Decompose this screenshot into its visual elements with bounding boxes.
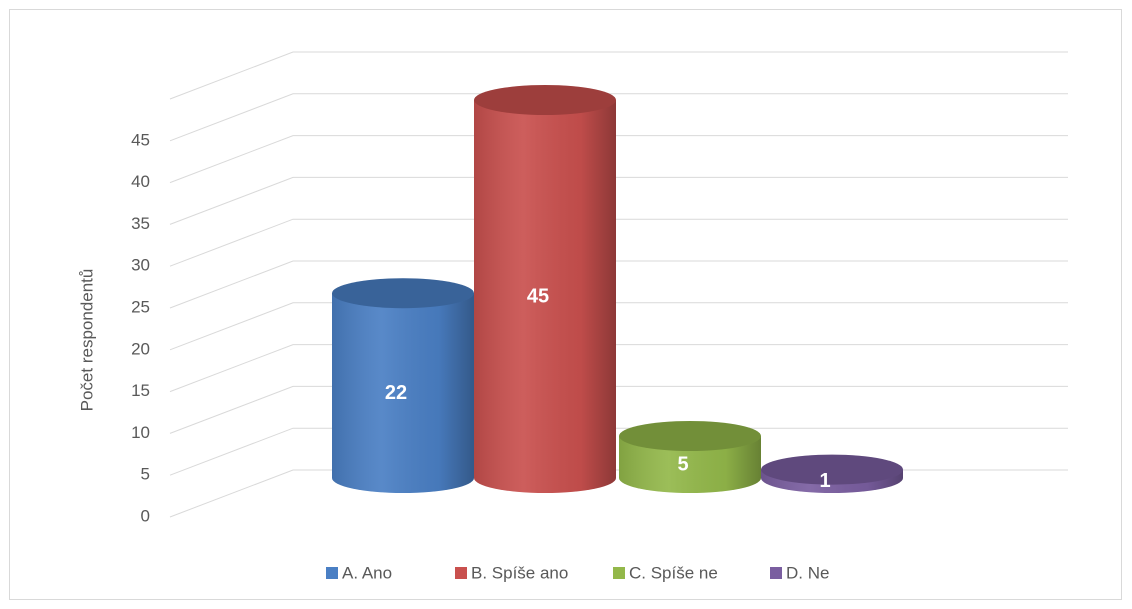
legend-swatch bbox=[455, 567, 467, 579]
grid-line bbox=[169, 344, 1068, 393]
data-label: 1 bbox=[819, 470, 830, 492]
y-tick-label: 10 bbox=[131, 423, 150, 442]
legend-label: D. Ne bbox=[786, 563, 829, 582]
cylinder-shading bbox=[474, 100, 616, 493]
legend-label: C. Spíše ne bbox=[629, 563, 718, 582]
data-label: 22 bbox=[385, 382, 407, 404]
cylinder-top-shade bbox=[761, 454, 903, 485]
cylinder-top bbox=[474, 85, 616, 115]
data-label: 45 bbox=[527, 285, 549, 307]
cylinder-top bbox=[619, 421, 761, 451]
y-tick-label: 25 bbox=[131, 297, 150, 316]
grid-line bbox=[169, 135, 1068, 184]
grid-line bbox=[169, 260, 1068, 309]
y-tick-label: 30 bbox=[131, 256, 150, 275]
y-axis-title: Počet respondentů bbox=[77, 269, 96, 412]
grid-line bbox=[169, 385, 1068, 434]
grid-line bbox=[169, 427, 1068, 476]
y-tick-label: 0 bbox=[141, 506, 150, 525]
grid-line bbox=[169, 93, 1068, 142]
cylinder-top-shade bbox=[332, 278, 474, 309]
cylinder-shading bbox=[619, 436, 761, 493]
y-tick-label: 20 bbox=[131, 339, 150, 358]
legend-label: A. Ano bbox=[342, 563, 392, 582]
cylinder-top bbox=[761, 454, 903, 485]
y-tick-label: 35 bbox=[131, 214, 150, 233]
legend-label: B. Spíše ano bbox=[471, 563, 568, 582]
y-tick-label: 15 bbox=[131, 381, 150, 400]
y-tick-label: 40 bbox=[131, 172, 150, 191]
y-tick-label: 45 bbox=[131, 130, 150, 149]
cylinder-top-shade bbox=[619, 421, 761, 451]
legend-swatch bbox=[326, 567, 338, 579]
grid-line bbox=[169, 218, 1068, 267]
wall-top bbox=[169, 51, 1068, 100]
y-tick-label: 5 bbox=[141, 465, 150, 484]
legend-swatch bbox=[613, 567, 625, 579]
data-label: 5 bbox=[677, 453, 688, 475]
cylinder-shading bbox=[332, 293, 474, 493]
cylinder-top bbox=[332, 278, 474, 309]
cylinder-top-shade bbox=[474, 85, 616, 115]
grid-line bbox=[169, 176, 1068, 225]
grid-line bbox=[169, 302, 1068, 351]
legend-swatch bbox=[770, 567, 782, 579]
